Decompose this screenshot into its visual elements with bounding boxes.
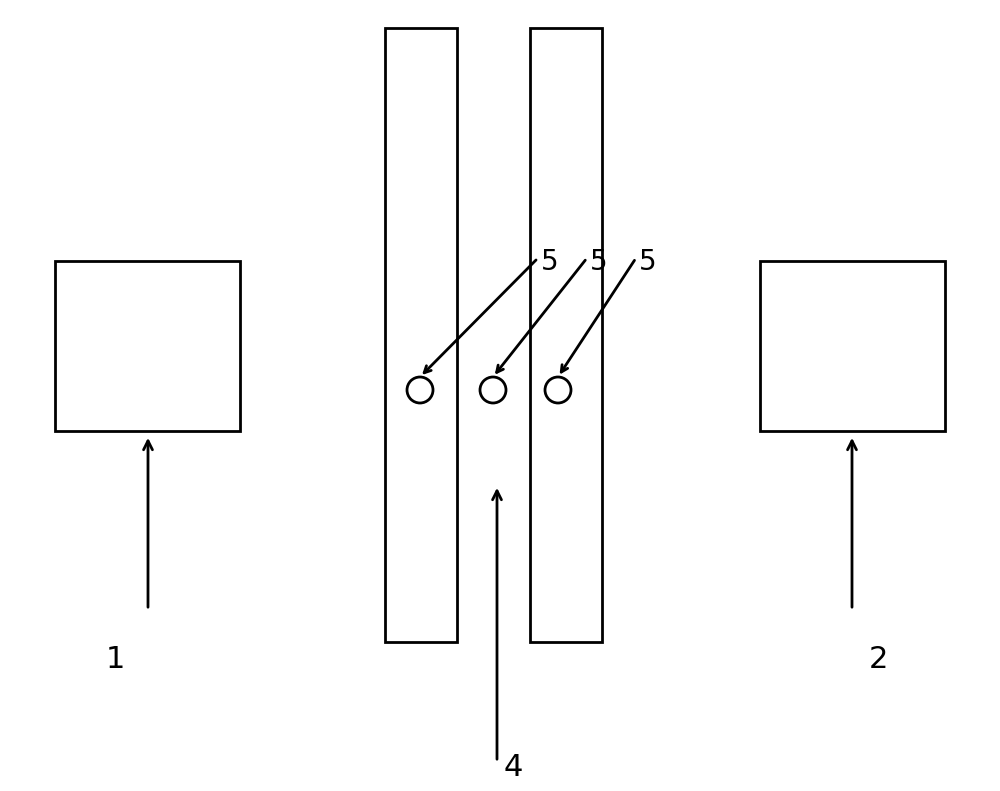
Bar bbox=[385, 28, 457, 642]
Text: 5: 5 bbox=[590, 248, 608, 276]
Text: 1: 1 bbox=[105, 645, 125, 675]
Circle shape bbox=[407, 377, 433, 403]
Text: 5: 5 bbox=[541, 248, 559, 276]
Bar bbox=[530, 28, 602, 642]
Circle shape bbox=[545, 377, 571, 403]
Bar bbox=[55, 261, 240, 431]
Text: 5: 5 bbox=[639, 248, 657, 276]
Text: 4: 4 bbox=[503, 754, 523, 782]
Circle shape bbox=[480, 377, 506, 403]
Text: 2: 2 bbox=[868, 645, 888, 675]
Bar bbox=[760, 261, 945, 431]
